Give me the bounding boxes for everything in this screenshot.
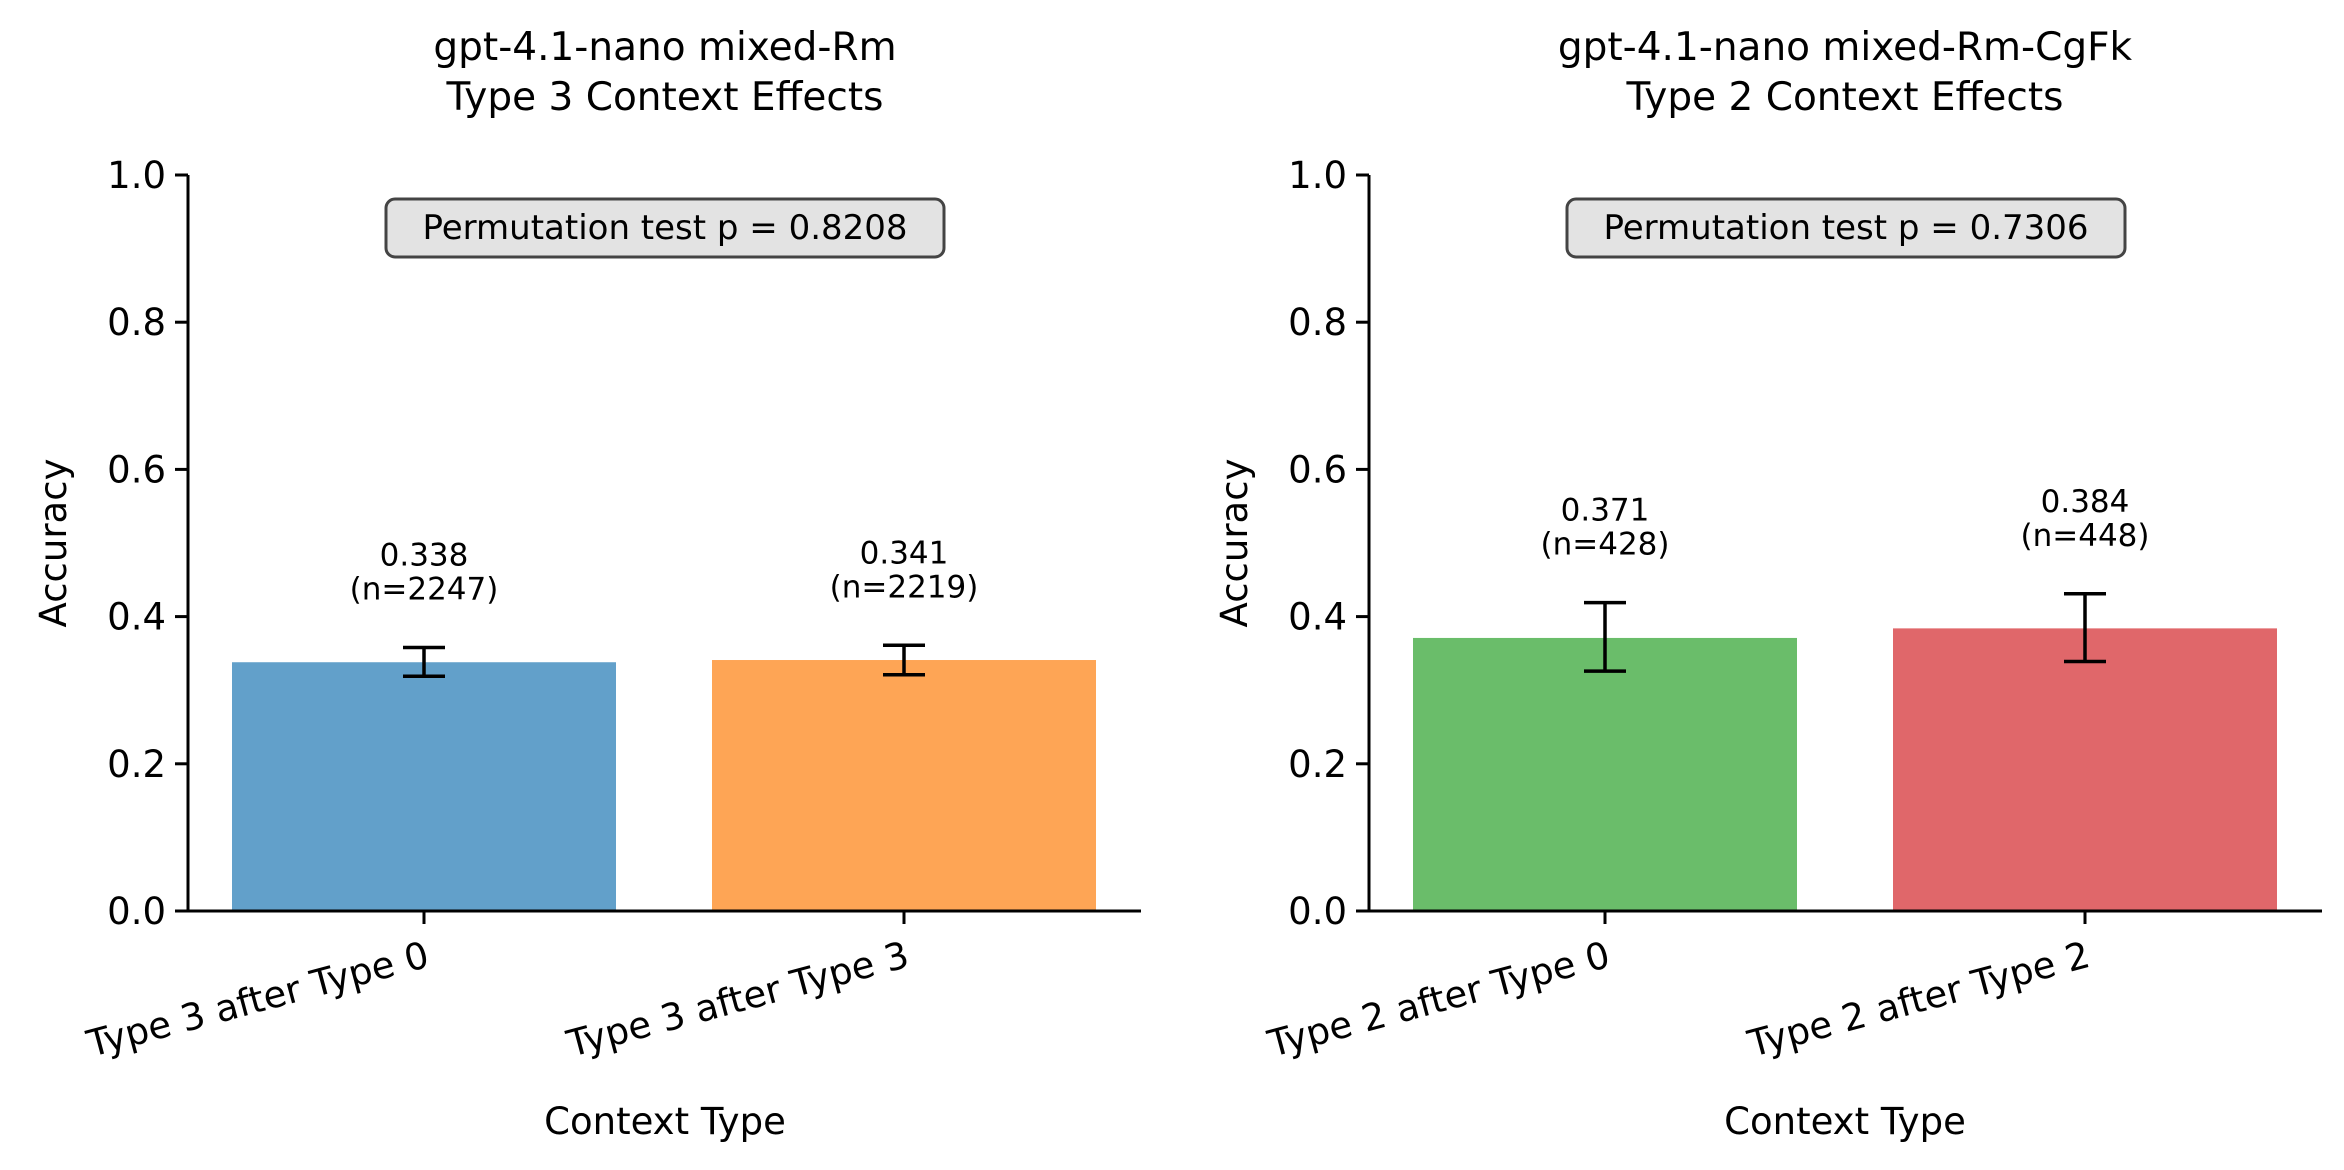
- bar: [712, 660, 1096, 911]
- y-tick-label: 0.8: [107, 301, 166, 344]
- ptest-annotation: Permutation test p = 0.7306: [1603, 208, 2088, 248]
- data-label-value: 0.338: [380, 538, 469, 574]
- chart-title-line2: Type 2 Context Effects: [1626, 75, 2064, 120]
- bars-group: [232, 660, 1096, 911]
- y-tick-label: 1.0: [107, 154, 166, 197]
- chart-title-line1: gpt-4.1-nano mixed-Rm: [433, 25, 896, 70]
- ptest-box: [384, 197, 946, 259]
- data-label-n: (n=448): [2021, 518, 2150, 554]
- errorbars-group: [403, 643, 925, 678]
- y-tick-label: 0.2: [107, 743, 166, 786]
- data-label-value: 0.384: [2041, 484, 2130, 520]
- y-tick-label: 0.4: [107, 596, 166, 639]
- data-labels-group: 0.338(n=2247) 0.341(n=2219): [350, 535, 979, 607]
- ptest-box: [1565, 197, 2127, 259]
- y-tick-label: 0.2: [1288, 743, 1347, 786]
- y-tick-label: 0.4: [1288, 596, 1347, 639]
- y-tick-label: 1.0: [1288, 154, 1347, 197]
- y-ticks-group: 0.0 0.2 0.4 0.6 0.8 1.0: [107, 154, 188, 933]
- y-tick-label: 0.8: [1288, 301, 1347, 344]
- x-axis-label: Context Type: [544, 1100, 786, 1143]
- bar: [1413, 637, 1797, 911]
- bars-group: [1413, 628, 2277, 911]
- data-label-n: (n=428): [1541, 527, 1670, 563]
- data-label-n: (n=2247): [350, 572, 499, 608]
- y-axis-label: Accuracy: [32, 459, 75, 628]
- y-ticks-group: 0.0 0.2 0.4 0.6 0.8 1.0: [1288, 154, 1369, 933]
- data-label-value: 0.371: [1561, 493, 1650, 529]
- data-label-value: 0.341: [860, 535, 949, 571]
- y-tick-label: 0.0: [1288, 890, 1347, 933]
- ptest-annotation: Permutation test p = 0.8208: [422, 208, 907, 248]
- y-tick-label: 0.6: [1288, 448, 1347, 491]
- chart-title-line1: gpt-4.1-nano mixed-Rm-CgFk: [1558, 25, 2133, 70]
- y-tick-label: 0.0: [107, 890, 166, 933]
- bar: [1893, 628, 2277, 911]
- chart-title-line2: Type 3 Context Effects: [446, 75, 884, 120]
- y-axis-label: Accuracy: [1213, 459, 1256, 628]
- data-labels-group: 0.371(n=428) 0.384(n=448): [1541, 484, 2150, 563]
- errorbars-group: [1584, 592, 2106, 673]
- x-axis-label: Context Type: [1724, 1100, 1966, 1143]
- y-tick-label: 0.6: [107, 448, 166, 491]
- data-label-n: (n=2219): [830, 569, 979, 605]
- bar: [232, 662, 616, 911]
